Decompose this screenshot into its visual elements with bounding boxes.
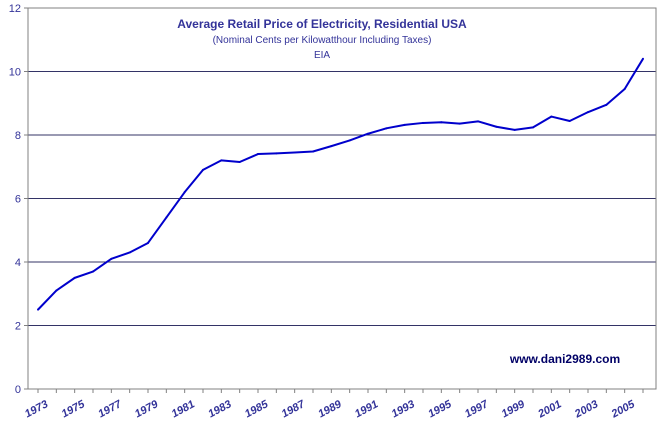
data-point [605, 103, 608, 106]
data-point [183, 191, 186, 194]
y-tick-label: 12 [9, 3, 21, 15]
data-point [110, 257, 113, 260]
x-tick-label: 1983 [206, 398, 233, 420]
data-point [55, 289, 58, 292]
data-point [202, 168, 204, 171]
data-point [385, 127, 388, 130]
x-tick-label: 1977 [96, 398, 124, 420]
x-tick-label: 1981 [170, 398, 197, 420]
x-tick-label: 1979 [133, 398, 161, 420]
x-tick-label: 1975 [60, 398, 88, 420]
x-tick-label: 1995 [426, 398, 454, 420]
x-tick-label: 1987 [280, 398, 308, 420]
data-point [422, 121, 424, 124]
data-point [587, 111, 589, 114]
data-point [293, 151, 296, 154]
y-tick-label: 0 [15, 384, 21, 396]
data-point [238, 160, 241, 163]
data-point [312, 150, 314, 153]
data-point [330, 145, 333, 148]
data-point [550, 115, 553, 118]
x-tick-label: 1973 [23, 398, 50, 420]
x-tick-label: 1997 [463, 398, 491, 420]
y-tick-label: 2 [15, 321, 21, 333]
y-tick-label: 10 [9, 67, 21, 79]
data-point [440, 121, 443, 124]
x-axis: 1973 1975 1977 1979 1981 1983 1985 1987 1989 1991… [23, 389, 644, 421]
y-tick-label: 8 [15, 130, 21, 142]
y-tick-label: 4 [15, 257, 21, 269]
chart-title: Average Retail Price of Electricity, Res… [177, 17, 467, 31]
series [37, 57, 644, 311]
data-point [495, 125, 498, 128]
x-tick-label: 2001 [535, 398, 563, 421]
data-point [403, 123, 406, 126]
y-tick-label: 6 [15, 194, 21, 206]
x-tick-label: 1989 [316, 398, 344, 420]
data-point [165, 216, 168, 219]
data-point [568, 120, 571, 123]
data-point [37, 308, 39, 311]
data-point [458, 122, 461, 125]
chart-source: EIA [314, 50, 330, 61]
grid-lines [28, 71, 656, 326]
data-point [257, 153, 259, 156]
data-point [477, 120, 479, 123]
data-point [220, 159, 223, 162]
data-point [513, 128, 516, 131]
data-point [92, 270, 94, 273]
x-tick-label: 1991 [353, 398, 380, 420]
series-line [37, 58, 644, 311]
chart-subtitle: (Nominal Cents per Kilowatthour Includin… [213, 35, 432, 46]
watermark-text: www.dani2989.com [509, 352, 620, 366]
y-axis: 0 2 4 6 8 10 12 [9, 3, 28, 396]
data-point [367, 132, 369, 135]
data-point [128, 251, 131, 254]
x-tick-label: 2005 [609, 398, 638, 421]
x-tick-label: 1999 [500, 398, 528, 420]
data-point [73, 276, 76, 279]
data-point [642, 57, 644, 60]
data-point [275, 152, 278, 155]
x-tick-label: 1985 [243, 398, 271, 420]
data-point [348, 139, 351, 142]
data-point [532, 126, 534, 129]
data-point [623, 87, 626, 90]
data-point [147, 241, 149, 244]
x-tick-label: 1993 [390, 398, 417, 420]
x-tick-label: 2003 [572, 398, 600, 421]
